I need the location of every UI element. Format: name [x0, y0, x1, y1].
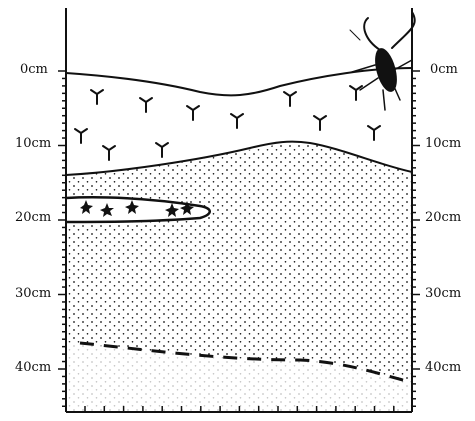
sprout-icon: [102, 145, 116, 161]
left-depth-label-0: 0cm: [20, 62, 48, 77]
sprout-icon: [230, 113, 244, 129]
ground-surface-line: [65, 67, 413, 97]
left-depth-label-20: 20cm: [15, 210, 52, 225]
sprout-icon: [186, 105, 200, 121]
sprout-icon: [313, 115, 327, 131]
burrow-lens: [65, 196, 211, 224]
left-depth-label-30: 30cm: [15, 286, 52, 301]
star-worm-icons: [80, 200, 194, 217]
right-depth-label-0: 0cm: [430, 62, 458, 77]
sprout-icon: [367, 125, 381, 141]
sprout-icon: [90, 89, 104, 105]
sprout-icon: [155, 142, 169, 158]
sprout-icon: [74, 128, 88, 144]
left-depth-label-10: 10cm: [15, 136, 52, 151]
left-depth-label-40: 40cm: [15, 360, 52, 375]
sprout-icon: [283, 91, 297, 107]
right-depth-label-40: 40cm: [425, 360, 462, 375]
axis-ticks: [58, 70, 420, 412]
right-depth-label-10: 10cm: [425, 136, 462, 151]
sprout-icon: [349, 85, 363, 101]
topsoil-boundary-line: [65, 140, 413, 176]
right-depth-label-20: 20cm: [425, 210, 462, 225]
sprout-icons: [74, 85, 381, 161]
dashed-boundary-line: [79, 341, 413, 384]
right-depth-label-30: 30cm: [425, 286, 462, 301]
sprout-icon: [139, 97, 153, 113]
mosquito-icon: [349, 11, 416, 111]
